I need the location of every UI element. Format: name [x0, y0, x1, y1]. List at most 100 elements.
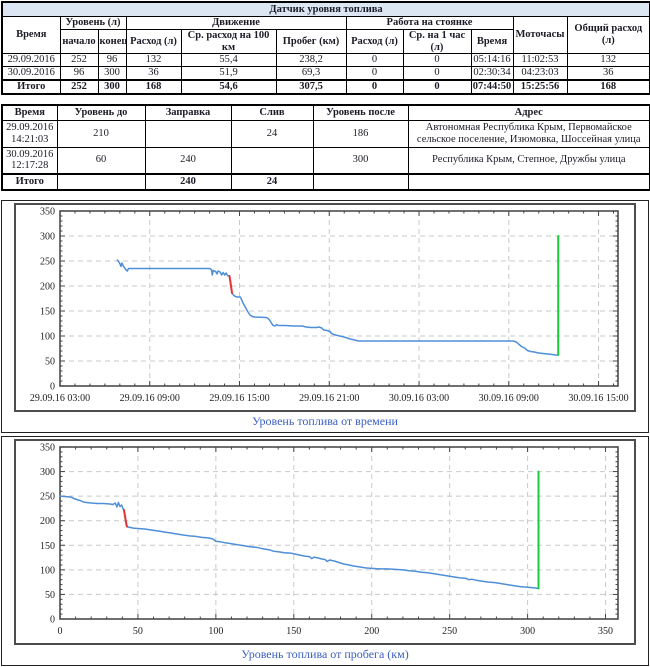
fuel-vs-time-chart-block: 0 50 100 150 200 250 300 350 29.09.16 03:00 29.09… — [1, 199, 649, 433]
svg-text:150: 150 — [40, 541, 55, 552]
svg-text:30.09.16 15:00: 30.09.16 15:00 — [568, 393, 628, 404]
cell: 132 — [566, 53, 650, 68]
svg-text:200: 200 — [364, 626, 379, 637]
cell: 168 — [566, 79, 650, 95]
cell — [144, 120, 232, 148]
cell: 307,5 — [275, 79, 347, 95]
address-cell: Республика Крым, Степное, Дружбы улица — [407, 146, 650, 175]
total-row: Итого 240 24 — [1, 173, 650, 191]
header-idle-consumed: Расход (л) — [345, 28, 404, 55]
cell — [312, 173, 409, 191]
header-idle-avg-hour: Ср. на 1 час (л) — [402, 28, 472, 55]
svg-text:350: 350 — [40, 206, 55, 217]
plot-frame: 0 50 100 150 200 250 300 350 29.09.16 03:00 29.09… — [14, 202, 636, 412]
cell: 240 — [144, 146, 232, 175]
cell: 0 — [402, 53, 472, 68]
header-motohours: Моточасы — [512, 15, 568, 55]
svg-text:250: 250 — [40, 491, 55, 502]
svg-text:300: 300 — [520, 626, 535, 637]
svg-text:250: 250 — [442, 626, 457, 637]
cell: 96 — [97, 53, 127, 68]
cell: 04:23:03 — [512, 66, 568, 81]
fuel-vs-distance-chart: 0 50 100 150 200 250 300 350 0 50 100 150 200 250 300 3… — [40, 442, 619, 637]
svg-text:29.09.16 15:00: 29.09.16 15:00 — [209, 393, 269, 404]
cell: 96 — [59, 66, 99, 81]
svg-text:300: 300 — [40, 231, 55, 242]
svg-text:100: 100 — [208, 626, 223, 637]
cell: 30.09.2016 12:17:28 — [1, 146, 58, 175]
table-row: 30.09.2016 96 300 36 51,9 69,3 0 0 02:30:34 04:23… — [1, 66, 650, 81]
cell: 11:02:53 — [512, 53, 568, 68]
svg-text:29.09.16 09:00: 29.09.16 09:00 — [120, 393, 180, 404]
cell: 24 — [230, 120, 314, 148]
cell: 60 — [56, 146, 146, 175]
svg-text:250: 250 — [40, 256, 55, 267]
header-level-before: Уровень до — [56, 104, 146, 122]
cell: 168 — [125, 79, 182, 95]
fuel-events-table: Время Уровень до Заправка Слив Уровень п… — [1, 104, 650, 191]
cell: 36 — [125, 66, 182, 81]
cell — [56, 173, 146, 191]
svg-text:30.09.16 09:00: 30.09.16 09:00 — [479, 393, 539, 404]
cell: 238,2 — [275, 53, 347, 68]
cell — [407, 173, 650, 191]
cell: 300 — [97, 79, 127, 95]
header-movement-group: Движение — [125, 16, 347, 30]
svg-text:30.09.16 03:00: 30.09.16 03:00 — [389, 393, 449, 404]
svg-text:150: 150 — [286, 626, 301, 637]
cell: 0 — [345, 66, 404, 81]
cell: 0 — [345, 79, 404, 95]
plot-frame: 0 50 100 150 200 250 300 350 0 50 100 150 200 250 300 3… — [14, 438, 636, 645]
svg-text:200: 200 — [40, 516, 55, 527]
header-idle-time: Время — [470, 28, 514, 55]
svg-text:350: 350 — [598, 626, 613, 637]
cell: 29.09.2016 14:21:03 — [1, 120, 58, 148]
fuel-vs-time-chart: 0 50 100 150 200 250 300 350 29.09.16 03:00 29.09… — [30, 206, 629, 404]
fuel-sensor-summary-table: Датчик уровня топлива Время Уровень (л) … — [1, 1, 650, 96]
cell: 69,3 — [275, 66, 347, 81]
table-row: 29.09.2016 14:21:03 210 24 186 Автономная Ре… — [1, 120, 650, 148]
header-level-group: Уровень (л) — [59, 16, 127, 30]
svg-text:50: 50 — [133, 626, 143, 637]
cell: 240 — [144, 173, 232, 191]
cell: 24 — [230, 173, 314, 191]
cell: 51,9 — [180, 66, 277, 81]
svg-text:0: 0 — [50, 614, 55, 625]
header-refuel: Заправка — [144, 104, 232, 122]
svg-text:0: 0 — [58, 626, 63, 637]
svg-text:150: 150 — [40, 306, 55, 317]
header-address: Адрес — [407, 104, 650, 122]
svg-text:29.09.16 21:00: 29.09.16 21:00 — [299, 393, 359, 404]
cell: 02:30:34 — [470, 66, 514, 81]
chart-title: Уровень топлива от пробега (км) — [241, 646, 409, 661]
header-idle-group: Работа на стоянке — [345, 16, 514, 30]
header-level-after: Уровень после — [312, 104, 409, 122]
cell: 252 — [59, 79, 99, 95]
cell: Итого — [1, 173, 58, 191]
cell: 252 — [59, 53, 99, 68]
header-total-consumption: Общий расход (л) — [566, 15, 650, 55]
cell: 0 — [345, 53, 404, 68]
svg-text:350: 350 — [40, 442, 55, 453]
table-row: 29.09.2016 252 96 132 55,4 238,2 0 0 05:14:16 11:… — [1, 53, 650, 68]
cell: 15:25:56 — [512, 79, 568, 95]
svg-text:100: 100 — [40, 331, 55, 342]
header-mv-mileage: Пробег (км) — [275, 28, 347, 55]
cell: 300 — [97, 66, 127, 81]
header-event-time: Время — [1, 104, 58, 122]
svg-text:300: 300 — [40, 467, 55, 478]
header-mv-consumed: Расход (л) — [125, 28, 182, 55]
cell: 55,4 — [180, 53, 277, 68]
cell: Итого — [1, 79, 61, 95]
cell: 0 — [402, 66, 472, 81]
header-level-start: начало — [59, 28, 99, 55]
header-time: Время — [1, 15, 61, 55]
cell: 186 — [312, 120, 409, 148]
cell: 54,6 — [180, 79, 277, 95]
header-level-end: конец — [97, 28, 127, 55]
cell: 30.09.2016 — [1, 66, 61, 81]
table-title: Датчик уровня топлива — [1, 1, 650, 17]
svg-text:29.09.16 03:00: 29.09.16 03:00 — [30, 393, 90, 404]
chart-title: Уровень топлива от времени — [252, 413, 398, 428]
